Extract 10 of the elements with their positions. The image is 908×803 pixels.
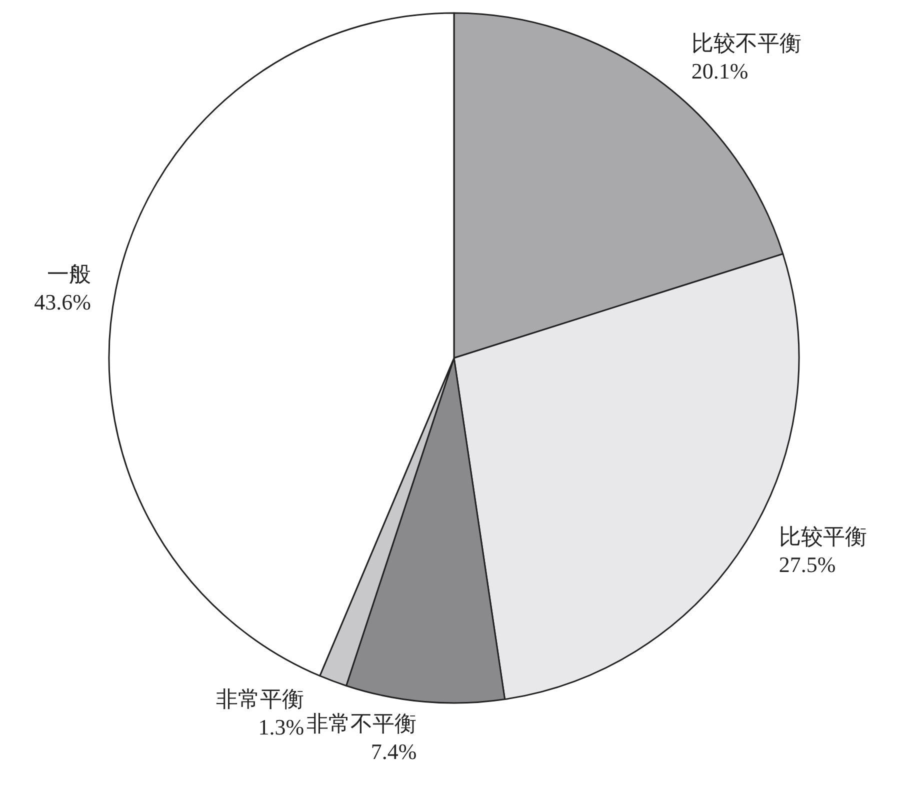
data-label: 1.3%	[258, 714, 304, 740]
data-label: 43.6%	[34, 289, 92, 314]
data-label: 20.1%	[691, 58, 748, 84]
data-label: 7.4%	[370, 739, 417, 764]
slice-label: 非常不平衡	[306, 711, 417, 736]
slice-label: 非常平衡	[216, 686, 304, 712]
slice-label: 比较平衡	[778, 524, 867, 549]
slice-label: 一般	[47, 261, 92, 286]
slice-label: 比较不平衡	[691, 30, 802, 56]
data-label: 27.5%	[778, 552, 836, 577]
